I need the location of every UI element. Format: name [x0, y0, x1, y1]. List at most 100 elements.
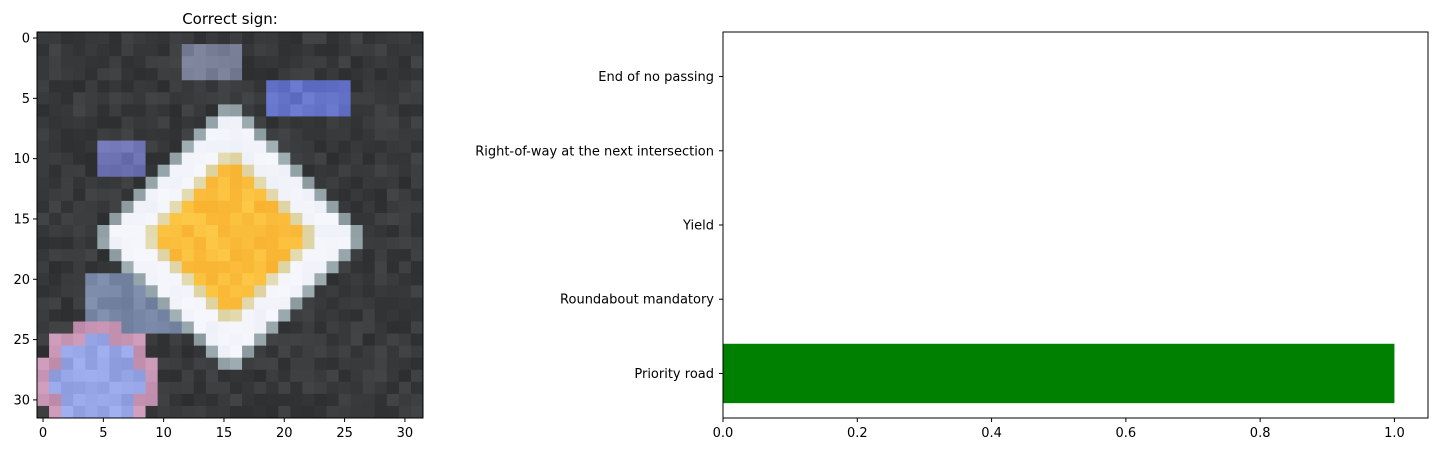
image-pixel	[254, 369, 267, 383]
image-pixel	[314, 92, 327, 105]
image-pixel	[61, 56, 74, 69]
image-pixel	[157, 140, 171, 154]
image-pixel	[230, 285, 243, 298]
image-pixel	[386, 68, 400, 81]
image-pixel	[326, 164, 340, 178]
image-pixel	[181, 116, 195, 129]
image-pixel	[314, 261, 327, 274]
image-pixel	[374, 104, 388, 117]
image-pixel	[37, 152, 50, 166]
image-pixel	[362, 152, 376, 166]
image-pixel	[145, 200, 159, 214]
image-pixel	[133, 56, 147, 69]
image-pixel	[85, 237, 98, 250]
image-pixel	[133, 369, 147, 383]
image-pixel	[49, 285, 62, 298]
image-pixel	[49, 176, 62, 190]
image-pixel	[290, 249, 303, 262]
image-pixel	[266, 405, 279, 418]
image-pixel	[217, 273, 231, 286]
image-pixel	[314, 285, 327, 298]
image-pixel	[37, 116, 50, 129]
image-pixel	[133, 249, 147, 262]
image-pixel	[109, 44, 122, 57]
image-pixel	[169, 92, 183, 105]
image-pixel	[254, 44, 267, 57]
image-pixel	[362, 297, 376, 310]
image-pixel	[217, 140, 231, 154]
image-pixel	[278, 249, 291, 262]
image-pixel	[362, 333, 376, 347]
image-pixel	[302, 297, 315, 310]
image-pixel	[410, 116, 423, 129]
image-pixel	[181, 297, 195, 310]
image-pixel	[362, 345, 376, 359]
image-pixel	[205, 44, 219, 57]
image-pixel	[145, 321, 159, 335]
image-pixel	[350, 128, 364, 142]
image-pixel	[410, 333, 423, 347]
image-pixel	[278, 104, 291, 117]
image-pixel	[217, 68, 231, 81]
image-pixel	[205, 92, 219, 105]
image-pixel	[193, 393, 207, 407]
image-pixel	[314, 200, 327, 214]
image-pixel	[73, 188, 86, 202]
image-pixel	[85, 285, 98, 298]
image-pixel	[302, 104, 315, 117]
x-tick-label: 30	[397, 426, 414, 441]
image-pixel	[266, 357, 279, 371]
image-pixel	[49, 381, 62, 395]
image-pixel	[278, 285, 291, 298]
image-pixel	[73, 164, 86, 178]
image-pixel	[133, 321, 147, 335]
image-pixel	[169, 152, 183, 166]
image-pixel	[121, 285, 134, 298]
image-pixel	[266, 273, 279, 286]
image-pixel	[290, 357, 303, 371]
image-pixel	[350, 381, 364, 395]
x-tick-label: 5	[99, 426, 107, 441]
image-pixel	[230, 92, 243, 105]
image-pixel	[109, 237, 122, 250]
image-pixel	[302, 237, 315, 250]
image-pixel	[97, 164, 110, 178]
image-pixel	[217, 80, 231, 93]
image-pixel	[338, 44, 352, 57]
image-pixel	[410, 104, 423, 117]
image-pixel	[49, 225, 62, 238]
image-pixel	[157, 357, 171, 371]
image-pixel	[290, 200, 303, 214]
x-tick-label: 0.0	[713, 426, 734, 441]
image-pixel	[410, 309, 423, 322]
image-pixel	[278, 80, 291, 93]
image-pixel	[338, 104, 352, 117]
image-x-ticks: 0 5 10 15 20 25 30	[39, 418, 413, 441]
image-pixel	[338, 56, 352, 69]
image-pixel	[61, 225, 74, 238]
image-pixel	[386, 152, 400, 166]
image-pixel	[169, 212, 183, 226]
image-pixel	[242, 309, 255, 322]
image-pixel	[97, 212, 110, 226]
image-pixel	[242, 188, 255, 202]
image-pixel	[73, 309, 86, 322]
image-pixel	[374, 309, 388, 322]
image-pixel	[410, 152, 423, 166]
image-pixel	[61, 285, 74, 298]
image-pixel	[181, 32, 195, 45]
image-pixel	[410, 92, 423, 105]
image-pixel	[85, 225, 98, 238]
image-pixel	[278, 237, 291, 250]
image-pixel	[157, 405, 171, 418]
image-pixel	[398, 369, 412, 383]
x-tick-label: 1.0	[1384, 426, 1405, 441]
image-pixel	[97, 225, 110, 238]
image-pixel	[109, 357, 122, 371]
image-pixel	[302, 188, 315, 202]
image-pixel	[181, 237, 195, 250]
image-pixel	[230, 56, 243, 69]
image-pixel	[266, 44, 279, 57]
image-pixel	[254, 273, 267, 286]
image-pixel	[73, 393, 86, 407]
